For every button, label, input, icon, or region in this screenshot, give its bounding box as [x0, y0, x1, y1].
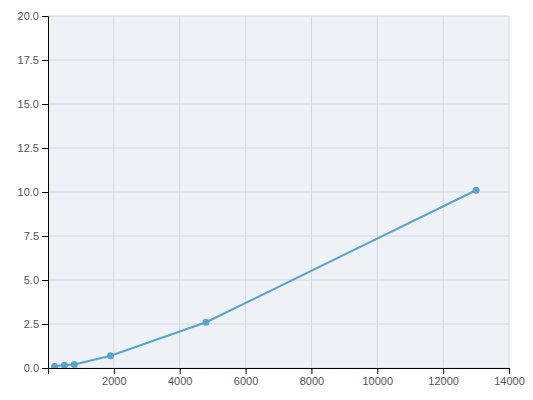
x-tick: 14000 — [494, 368, 525, 387]
y-tick: 12.5 — [18, 142, 48, 154]
x-tick-label: 6000 — [234, 375, 258, 387]
chart: 2000 4000 6000 8000 10000 12000 14000 0.0 2.5 5.0… — [0, 0, 533, 400]
y-tick-label: 17.5 — [18, 54, 39, 66]
y-tick: 15.0 — [18, 98, 48, 110]
y-tick: 5.0 — [24, 274, 48, 286]
x-tick: 8000 — [300, 368, 324, 387]
x-tick: 12000 — [428, 368, 459, 387]
x-axis: 2000 4000 6000 8000 10000 12000 14000 — [49, 368, 525, 387]
x-tick: 4000 — [168, 368, 192, 387]
x-tick-label: 4000 — [168, 375, 192, 387]
plot: 2000 4000 6000 8000 10000 12000 14000 0.0 2.5 5.0… — [18, 10, 525, 387]
x-tick-label: 12000 — [428, 375, 459, 387]
y-grid-line — [48, 236, 509, 237]
y-tick-mark — [42, 16, 48, 17]
y-tick-label: 20.0 — [18, 10, 39, 22]
x-tick: 2000 — [102, 368, 126, 387]
y-tick-mark — [42, 236, 48, 237]
x-tick-mark — [246, 368, 247, 374]
y-tick-label: 10.0 — [18, 186, 39, 198]
y-grid-line — [48, 60, 509, 61]
series — [51, 187, 479, 368]
y-tick: 2.5 — [24, 318, 48, 330]
y-grid-line — [48, 324, 509, 325]
x-tick-mark — [377, 368, 378, 374]
y-axis: 0.0 2.5 5.0 7.5 10.0 12.5 15.0 17.5 20.0 — [18, 10, 49, 374]
y-grid-line — [48, 104, 509, 105]
line — [55, 190, 476, 366]
y-tick-mark — [42, 104, 48, 105]
y-tick-label: 0.0 — [24, 362, 39, 374]
x-tick-mark — [180, 368, 181, 374]
point — [203, 319, 210, 326]
x-tick-label: 14000 — [494, 375, 525, 387]
y-grid-line — [48, 148, 509, 149]
grid — [48, 16, 509, 368]
x-tick: 10000 — [362, 368, 393, 387]
y-tick: 0.0 — [24, 362, 48, 374]
x-tick-label: 2000 — [102, 375, 126, 387]
y-tick-mark — [42, 60, 48, 61]
x-tick-mark — [114, 368, 115, 374]
y-tick-label: 12.5 — [18, 142, 39, 154]
point — [107, 352, 114, 359]
plot-background — [48, 16, 509, 368]
y-tick-label: 7.5 — [24, 230, 39, 242]
y-grid-line — [48, 16, 509, 17]
x-tick-label: 8000 — [300, 375, 324, 387]
y-tick-label: 5.0 — [24, 274, 39, 286]
y-grid-line — [48, 280, 509, 281]
y-tick-mark — [42, 192, 48, 193]
x-tick-mark — [311, 368, 312, 374]
y-axis-line — [42, 17, 49, 369]
x-tick-label: 10000 — [362, 375, 393, 387]
point — [51, 363, 58, 368]
y-tick: 17.5 — [18, 54, 48, 66]
point — [473, 187, 480, 194]
point — [71, 361, 78, 368]
x-tick-mark — [509, 368, 510, 374]
point — [61, 362, 68, 368]
y-tick-label: 2.5 — [24, 318, 39, 330]
y-tick-mark — [42, 324, 48, 325]
y-tick: 10.0 — [18, 186, 48, 198]
x-tick-mark — [443, 368, 444, 374]
x-axis-line — [49, 369, 510, 375]
y-tick: 20.0 — [18, 10, 48, 22]
y-tick-label: 15.0 — [18, 98, 39, 110]
y-tick-mark — [42, 368, 48, 369]
y-grid-line — [48, 192, 509, 193]
y-tick-mark — [42, 280, 48, 281]
x-tick: 6000 — [234, 368, 258, 387]
y-tick-mark — [42, 148, 48, 149]
y-tick: 7.5 — [24, 230, 48, 242]
